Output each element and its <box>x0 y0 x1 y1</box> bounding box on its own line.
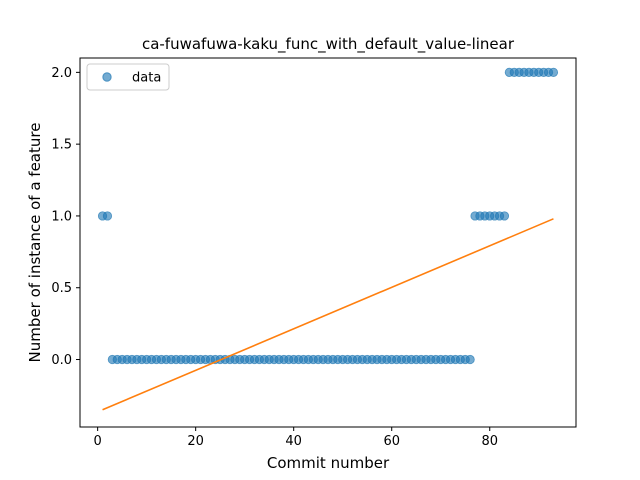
legend-box <box>86 63 170 91</box>
x-tick-label: 40 <box>285 434 302 449</box>
fit-line <box>102 218 554 411</box>
ticks: 0 20 40 60 80 0.0 0.5 1.0 1.5 2.0 <box>51 66 498 449</box>
legend: data <box>86 63 170 91</box>
legend-label-data: data <box>132 71 161 86</box>
legend-marker-data <box>102 72 112 82</box>
data-point <box>102 211 113 221</box>
x-tick-label: 80 <box>481 434 498 449</box>
y-tick-label: 0.5 <box>51 281 72 296</box>
chart-title: ca-fuwafuwa-kaku_func_with_default_value… <box>142 35 515 54</box>
data-point <box>465 354 475 365</box>
x-tick-label: 60 <box>383 434 400 449</box>
x-tick-label: 0 <box>94 434 102 449</box>
data-point <box>548 67 559 77</box>
y-tick-label: 0.0 <box>51 353 72 368</box>
data-point <box>499 211 510 221</box>
y-axis-title: Number of instance of a feature <box>26 123 44 363</box>
plot-area <box>97 67 559 411</box>
y-tick-label: 1.5 <box>51 138 72 153</box>
y-tick-label: 2.0 <box>51 66 72 81</box>
y-tick-label: 1.0 <box>51 209 72 224</box>
x-tick-label: 20 <box>187 434 204 449</box>
axes-frame <box>79 57 577 428</box>
x-axis-title: Commit number <box>267 454 390 472</box>
